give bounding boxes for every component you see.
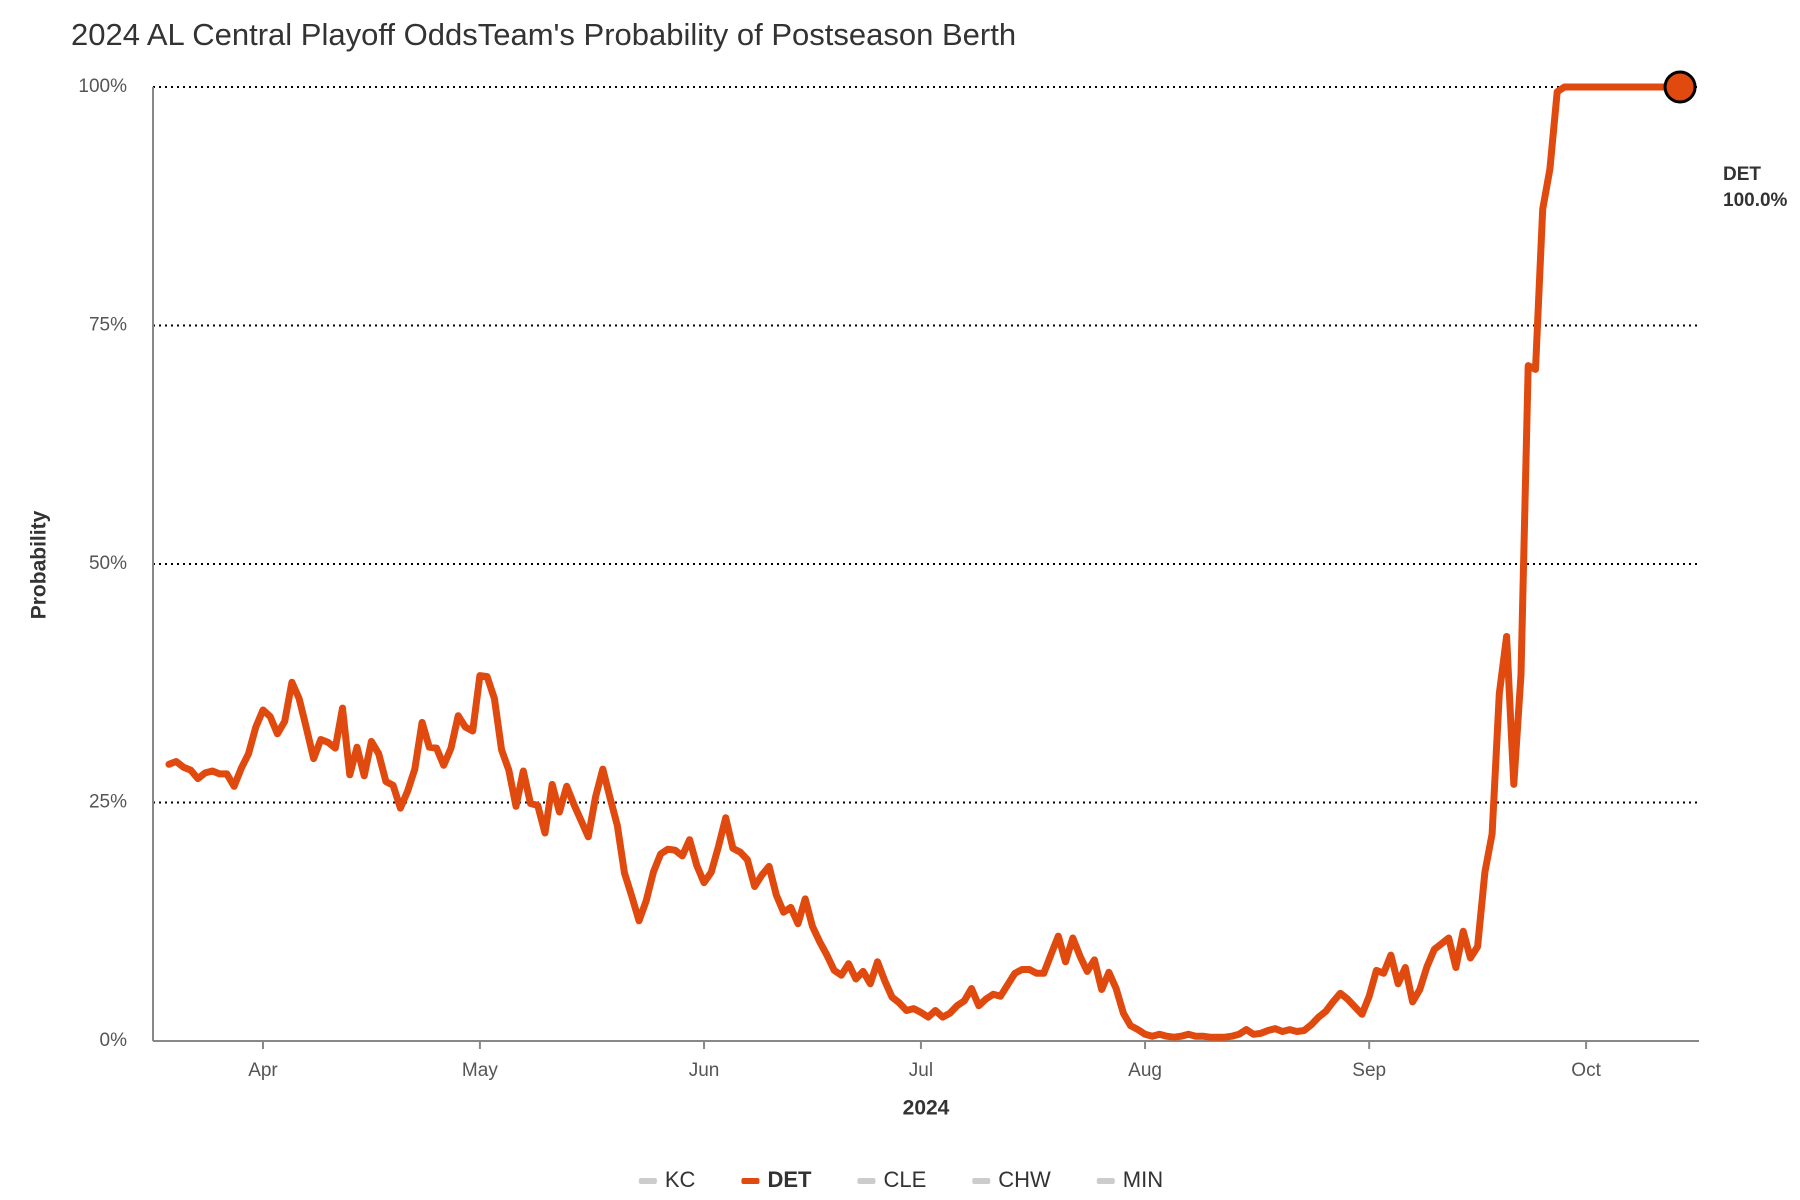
x-tick-label: Apr [248, 1060, 278, 1081]
end-label-name: DET [1723, 164, 1761, 185]
y-tick-label: 0% [100, 1030, 128, 1051]
x-tick-label: Sep [1352, 1060, 1386, 1081]
legend-label: CHW [998, 1167, 1051, 1192]
y-tick-label: 75% [89, 315, 127, 336]
legend-item[interactable]: MIN [1096, 1167, 1163, 1192]
series-line [165, 83, 1684, 1041]
legend-swatch [972, 1178, 991, 1184]
x-tick-label: Jun [689, 1060, 720, 1081]
legend-label: DET [767, 1167, 812, 1192]
legend-item[interactable]: CLE [857, 1167, 926, 1192]
x-axis-label: 2024 [903, 1097, 950, 1120]
legend-label: MIN [1123, 1167, 1163, 1192]
chart-title: 2024 AL Central Playoff OddsTeam's Proba… [71, 17, 1016, 52]
x-tick-label: Oct [1571, 1060, 1601, 1081]
legend-label: CLE [883, 1167, 926, 1192]
legend-swatch [1096, 1178, 1115, 1184]
legend-item[interactable]: DET [741, 1167, 812, 1192]
y-tick-label: 50% [89, 553, 127, 574]
y-tick-label: 100% [78, 76, 127, 97]
y-axis-label: Probability [28, 510, 51, 619]
legend-swatch [741, 1178, 760, 1184]
legend-label: KC [665, 1167, 696, 1192]
y-tick-label: 25% [89, 792, 127, 813]
end-marker [1663, 70, 1697, 104]
x-tick-label: Aug [1128, 1060, 1162, 1081]
legend-item[interactable]: KC [638, 1167, 696, 1192]
x-tick-label: May [462, 1060, 498, 1081]
x-tick-label: Jul [909, 1060, 933, 1081]
legend-item[interactable]: CHW [972, 1167, 1051, 1192]
end-label-value: 100.0% [1723, 190, 1788, 211]
legend-swatch [857, 1178, 876, 1184]
legend-swatch [638, 1178, 657, 1184]
